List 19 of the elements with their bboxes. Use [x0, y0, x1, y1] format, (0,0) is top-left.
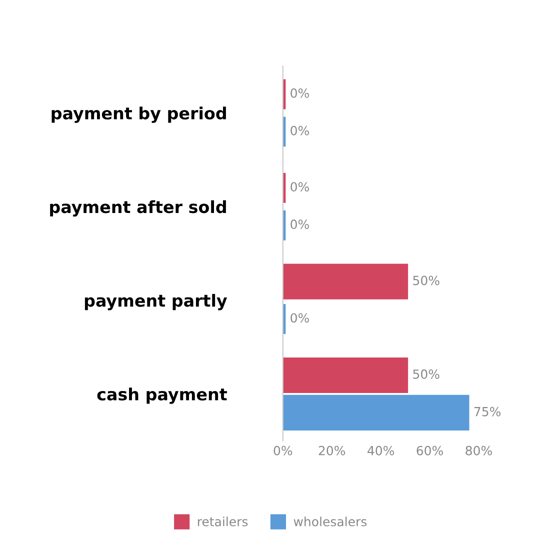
x-tick-label: 60%: [416, 446, 443, 456]
data-label: 0%: [290, 220, 309, 229]
data-label: 75%: [474, 406, 501, 416]
data-label: 50%: [413, 369, 440, 379]
data-label: 0%: [290, 126, 309, 136]
x-tick-label: 40%: [368, 446, 394, 456]
legend-label: wholesalers: [294, 516, 367, 526]
data-label: 0%: [290, 182, 309, 192]
y-tick-label: payment by period: [52, 106, 226, 123]
x-tick-label: 20%: [318, 446, 346, 456]
data-label: 0%: [290, 88, 309, 98]
data-label: 50%: [413, 276, 440, 286]
y-tick-label: cash payment: [97, 388, 227, 404]
y-tick-label: payment partly: [84, 294, 228, 310]
y-tick-label: payment after sold: [50, 200, 226, 217]
x-tick-label: 80%: [466, 446, 492, 456]
legend-label: retailers: [198, 516, 248, 526]
x-tick-label: 0%: [274, 446, 292, 456]
data-label: 0%: [290, 313, 309, 323]
